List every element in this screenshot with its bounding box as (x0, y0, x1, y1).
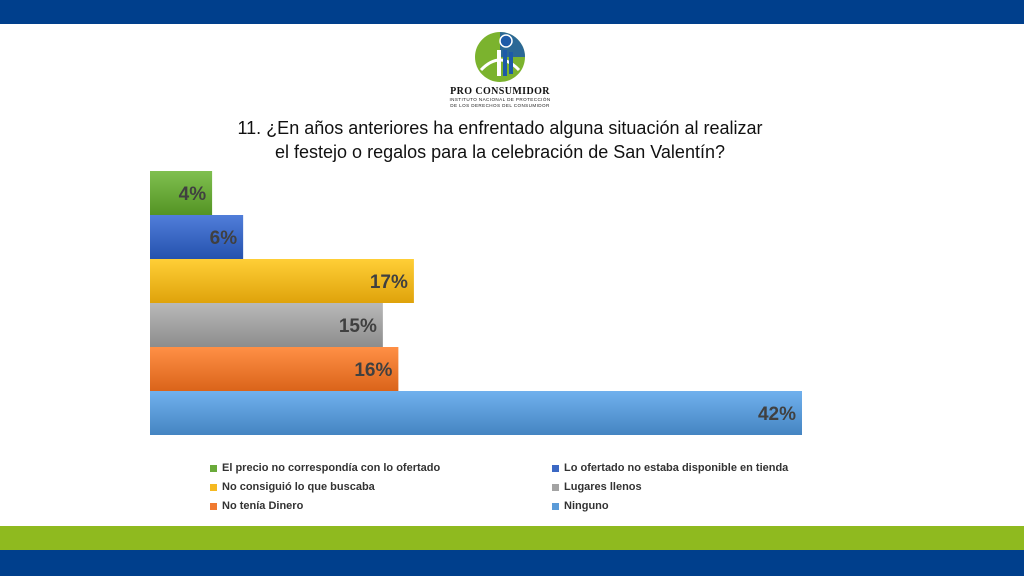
legend-swatch-5 (552, 502, 559, 510)
legend-label-3: Lugares llenos (564, 481, 642, 493)
bar-1 (150, 215, 244, 259)
bottom-green-band (0, 526, 1024, 550)
bar-label-0: 4% (179, 184, 207, 205)
bar-5 (150, 391, 802, 435)
legend-label-2: No consiguió lo que buscaba (222, 481, 375, 493)
chart-title: 11. ¿En años anteriores ha enfrentado al… (200, 116, 800, 164)
bar-label-3: 15% (339, 316, 377, 337)
logo-subtitle-1: INSTITUTO NACIONAL DE PROTECCIÓN (449, 97, 551, 102)
bar-label-4: 16% (354, 360, 392, 381)
logo-subtitle-2: DE LOS DERECHOS DEL CONSUMIDOR (450, 102, 550, 108)
bar-3 (150, 303, 383, 347)
legend-item-1: Lo ofertado no estaba disponible en tien… (552, 462, 788, 474)
legend-label-0: El precio no correspondía con lo ofertad… (222, 462, 441, 474)
legend-item-3: Lugares llenos (552, 481, 642, 493)
legend-item-5: Ninguno (552, 500, 609, 512)
legend-item-4: No tenía Dinero (210, 500, 303, 512)
legend-swatch-0 (210, 464, 217, 472)
legend-label-1: Lo ofertado no estaba disponible en tien… (564, 462, 789, 474)
bottom-blue-band (0, 550, 1024, 576)
bar-label-2: 17% (370, 272, 408, 293)
bar-0 (150, 171, 213, 215)
legend-label-5: Ninguno (564, 500, 609, 512)
legend-swatch-3 (552, 483, 559, 491)
legend-label-4: No tenía Dinero (222, 500, 304, 512)
chart-title-line-2: el festejo o regalos para la celebración… (275, 142, 725, 162)
globe-icon (475, 32, 525, 82)
legend-swatch-2 (210, 483, 217, 491)
top-blue-band (0, 0, 1024, 24)
legend-swatch-4 (210, 502, 217, 510)
chart-legend: El precio no correspondía con lo ofertad… (210, 462, 830, 522)
chart-title-line-1: 11. ¿En años anteriores ha enfrentado al… (237, 118, 763, 138)
pro-consumidor-logo: PRO CONSUMIDOR INSTITUTO NACIONAL DE PRO… (445, 30, 555, 112)
bar-label-1: 6% (210, 228, 238, 249)
logo-name: PRO CONSUMIDOR (450, 86, 550, 97)
bar-4 (150, 347, 399, 391)
bar-2 (150, 259, 414, 303)
legend-item-2: No consiguió lo que buscaba (210, 481, 375, 493)
bar-label-5: 42% (758, 404, 796, 425)
legend-swatch-1 (552, 464, 559, 472)
legend-item-0: El precio no correspondía con lo ofertad… (210, 462, 440, 474)
